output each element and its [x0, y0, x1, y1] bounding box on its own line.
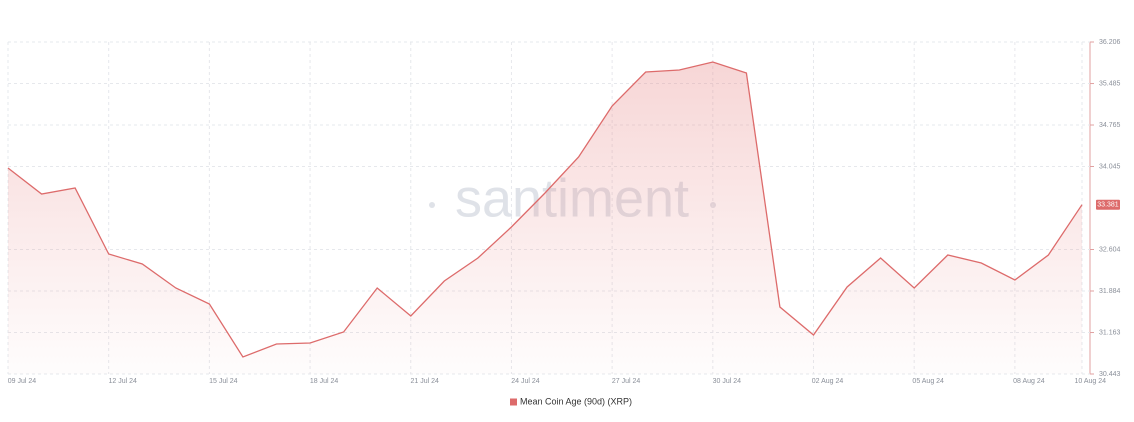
- watermark-dot: [429, 202, 435, 208]
- x-tick-label: 09 Jul 24: [8, 378, 37, 385]
- y-tick-label: 30.443: [1099, 371, 1121, 378]
- x-tick-label: 30 Jul 24: [713, 378, 742, 385]
- x-tick-label: 18 Jul 24: [310, 378, 339, 385]
- y-tick-label: 34.765: [1099, 122, 1121, 129]
- y-tick-label: 36.206: [1099, 39, 1121, 46]
- y-tick-label: 35.485: [1099, 80, 1121, 87]
- x-tick-label: 15 Jul 24: [209, 378, 238, 385]
- line: [7, 61, 1083, 358]
- area: [8, 62, 1082, 374]
- current-value-badge: [1096, 199, 1120, 210]
- y-tick-label: 31.884: [1099, 288, 1121, 295]
- x-tick-label: 10 Aug 24: [1074, 378, 1106, 385]
- x-tick-label: 21 Jul 24: [411, 378, 440, 385]
- x-tick-label: 05 Aug 24: [912, 378, 944, 385]
- x-tick-label: 24 Jul 24: [511, 378, 540, 385]
- legend-label: Mean Coin Age (90d) (XRP): [520, 396, 632, 406]
- x-tick-label: 08 Aug 24: [1013, 378, 1045, 385]
- x-tick-label: 02 Aug 24: [812, 378, 844, 385]
- y-tick-label: 31.163: [1099, 329, 1121, 336]
- legend-swatch: [510, 398, 517, 406]
- y-tick-label: 34.045: [1099, 163, 1121, 170]
- current-value-label: 33.381: [1097, 202, 1119, 209]
- x-tick-label: 12 Jul 24: [108, 378, 137, 385]
- x-tick-label: 27 Jul 24: [612, 378, 641, 385]
- y-tick-label: 32.604: [1099, 246, 1121, 253]
